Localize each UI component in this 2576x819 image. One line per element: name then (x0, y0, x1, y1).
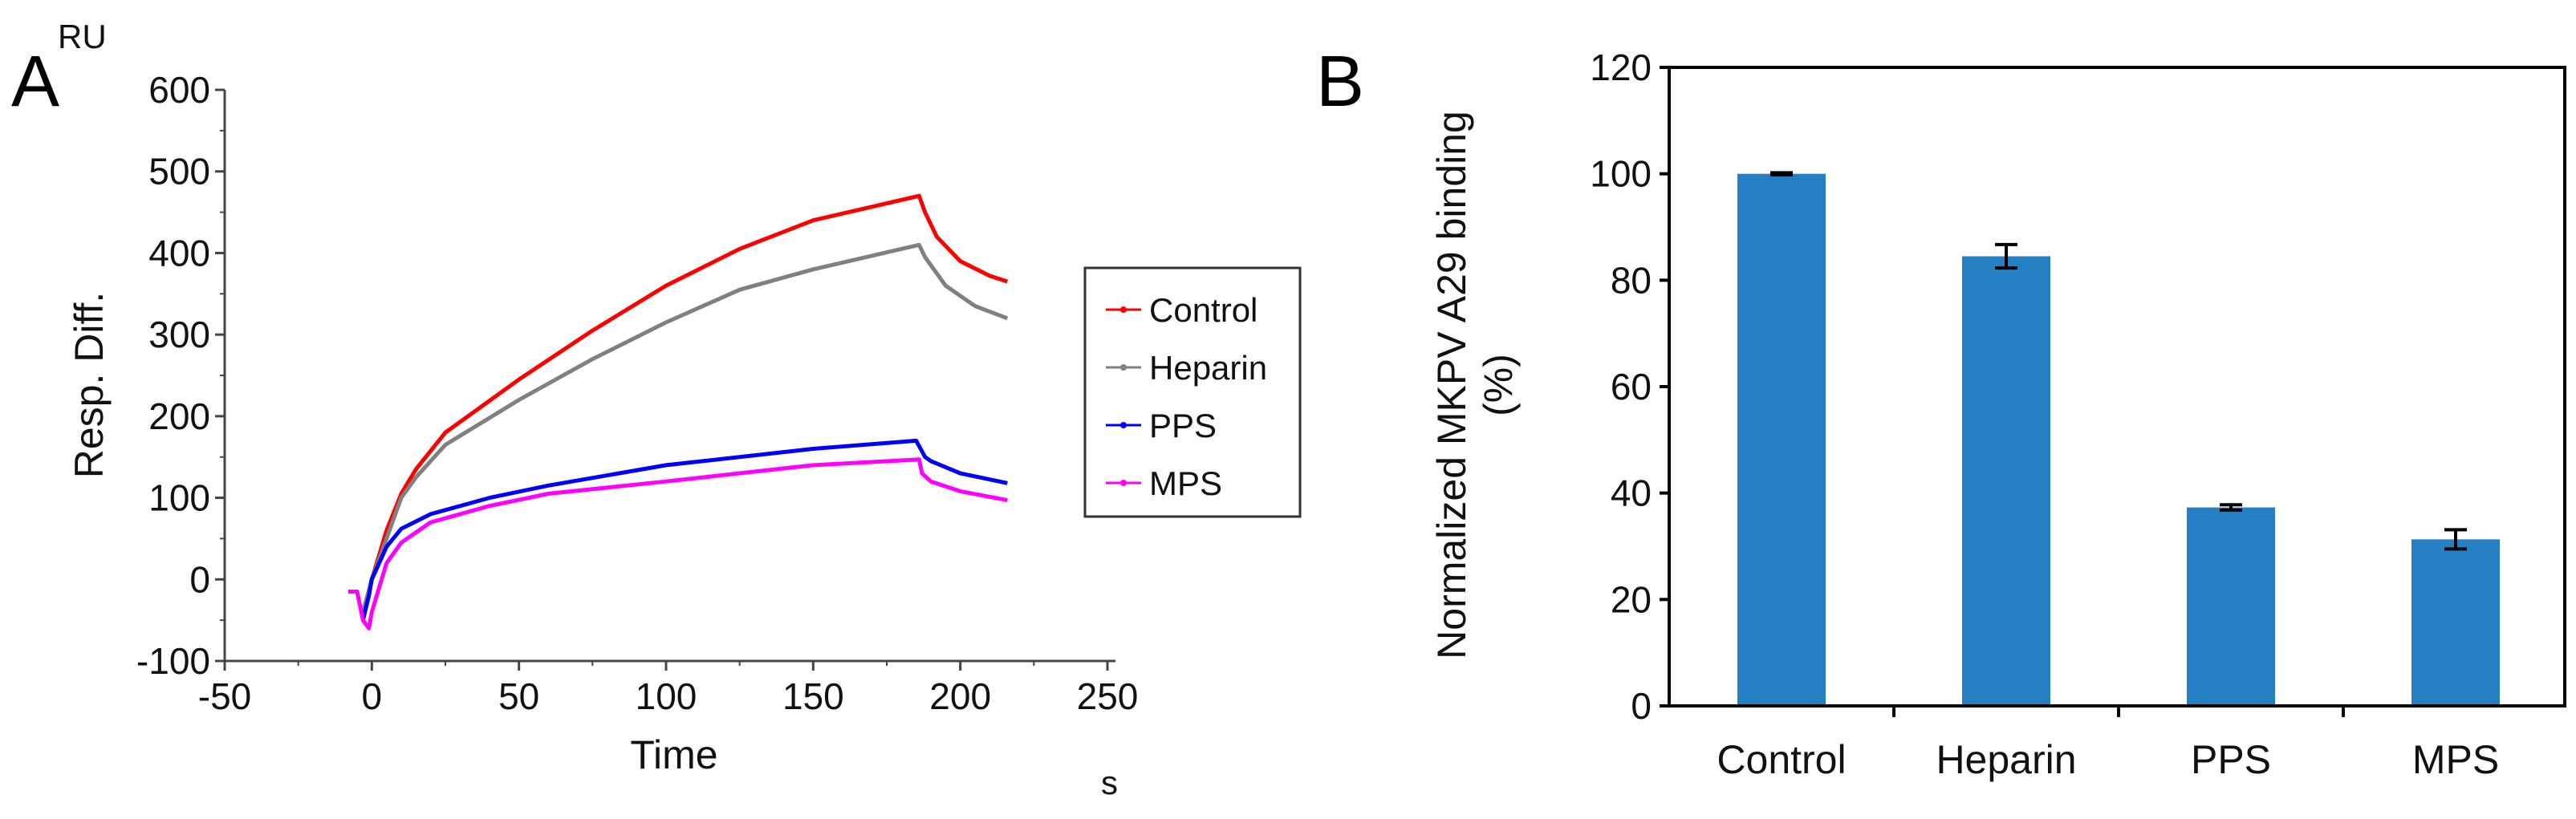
x-unit-label: s (1101, 764, 1118, 801)
x-axis-title: Time (630, 732, 717, 777)
x-category-label: Control (1717, 737, 1846, 782)
y-tick-label: 600 (148, 69, 210, 111)
y-tick-label: 120 (1590, 47, 1652, 88)
x-tick-label: 200 (929, 675, 991, 717)
series-line-pps (360, 438, 1008, 621)
x-category-label: Heparin (1936, 737, 2076, 782)
error-bar (2444, 528, 2467, 551)
y-tick-label: 100 (1590, 153, 1652, 195)
legend-marker (1120, 364, 1127, 371)
x-tick-label: 0 (362, 675, 383, 717)
bar-mps (2411, 539, 2500, 706)
legend-label: MPS (1149, 464, 1222, 502)
bar-heparin (1962, 256, 2050, 706)
x-tick-label: 250 (1077, 675, 1139, 717)
x-tick-label: 150 (782, 675, 844, 717)
y-tick-label: 20 (1611, 578, 1652, 620)
x-tick-label: 100 (636, 675, 697, 717)
y-axis-title-b: Normalized MKPV A29 binding (1429, 111, 1474, 659)
x-category-label: PPS (2191, 737, 2271, 782)
y-tick-label: 80 (1611, 259, 1652, 301)
y-tick-label: 300 (148, 314, 210, 355)
y-tick-label: 100 (148, 477, 210, 519)
panel-b-label: B (1316, 42, 1364, 122)
series-line-mps (348, 457, 1008, 630)
x-category-label: MPS (2412, 737, 2499, 782)
x-tick-label: 50 (498, 675, 539, 717)
legend-label: PPS (1149, 407, 1217, 444)
y-tick-label: 40 (1611, 472, 1652, 514)
series-line-heparin (360, 242, 1009, 613)
bar-pps (2187, 507, 2275, 706)
error-bar (2220, 503, 2242, 512)
panel-a: A RU Resp. Diff. Time s -100 0 100 200 300 40… (11, 18, 1302, 801)
error-bar (1995, 242, 2017, 270)
legend-marker (1120, 422, 1127, 428)
bar-control (1737, 173, 1826, 706)
y-tick-label: -100 (136, 640, 210, 682)
legend-marker (1120, 480, 1127, 486)
series-lines (348, 193, 1009, 630)
x-tick-label: -50 (198, 675, 251, 717)
legend-box (1083, 266, 1302, 518)
axes-b: Control Heparin PPS MPS 0 20 40 60 80 100 120 (1590, 47, 2566, 782)
y-tick-label: 500 (148, 151, 210, 193)
y-tick-label: 60 (1611, 366, 1652, 407)
legend: Control Heparin PPS MPS (1083, 266, 1302, 518)
legend-marker (1120, 306, 1127, 313)
y-axis-title: Resp. Diff. (67, 292, 112, 479)
panel-b: B Normalized MKPV A29 binding (%) Contro… (1316, 42, 2566, 782)
legend-items: Control Heparin PPS MPS (1106, 291, 1267, 502)
y-tick-label: 0 (1631, 685, 1652, 727)
y-axis-unit-b: (%) (1476, 354, 1521, 416)
error-bar (1770, 171, 1793, 176)
axes-a: -100 0 100 200 300 400 500 600 -50 0 50 100 150 200 25… (136, 69, 1138, 717)
y-unit-label: RU (58, 18, 107, 55)
y-tick-label: 400 (148, 232, 210, 274)
y-tick-label: 200 (148, 395, 210, 437)
y-tick-label: 0 (189, 558, 210, 600)
panel-a-label: A (11, 42, 59, 122)
legend-label: Heparin (1149, 349, 1267, 387)
legend-label: Control (1149, 291, 1258, 329)
series-line-control (360, 193, 1009, 621)
